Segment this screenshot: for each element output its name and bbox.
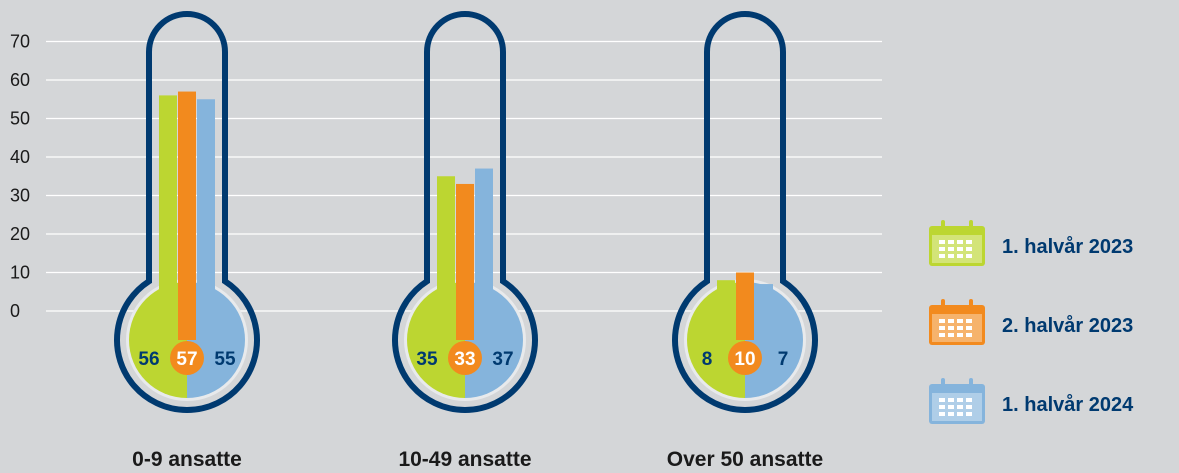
bar [159, 95, 177, 321]
y-tick-label: 30 [10, 186, 30, 206]
calendar-icon [929, 378, 985, 424]
category-label: Over 50 ansatte [667, 448, 823, 471]
calendar-icon [929, 220, 985, 266]
legend-label: 1. halvår 2024 [1002, 393, 1134, 416]
y-tick-label: 20 [10, 224, 30, 244]
y-tick-label: 60 [10, 70, 30, 90]
bar [437, 176, 455, 320]
value-circle [170, 341, 204, 375]
category-label: 0-9 ansatte [132, 448, 242, 471]
value-circle [448, 341, 482, 375]
bar [755, 284, 773, 320]
y-tick-label: 10 [10, 263, 30, 283]
bar [475, 168, 493, 320]
y-tick-label: 50 [10, 109, 30, 129]
data-label: 35 [416, 349, 438, 370]
thermometer-outline [672, 11, 818, 413]
data-label: 8 [702, 349, 713, 370]
bar [178, 91, 196, 340]
legend-item: 1. halvår 2023 [929, 220, 1133, 266]
thermometer-group: 56 57 55 0-9 ansatte [114, 11, 260, 471]
thermometer-outline [114, 11, 260, 413]
y-axis-ticks: 0 10 20 30 40 50 60 70 [10, 32, 30, 322]
data-label: 37 [492, 349, 513, 370]
thermometer-group: 8 10 7 Over 50 ansatte [667, 11, 823, 471]
thermometer-outline [392, 11, 538, 413]
y-tick-label: 70 [10, 32, 30, 52]
value-circle [728, 341, 762, 375]
bar [717, 280, 735, 320]
bar [197, 99, 215, 320]
data-label: 55 [214, 349, 236, 370]
thermometers: 56 57 55 0-9 ansatte 35 33 37 10-49 ansatte 8 10 7… [114, 11, 823, 471]
category-label: 10-49 ansatte [398, 448, 531, 471]
bar [456, 183, 474, 340]
legend-item: 2. halvår 2023 [929, 299, 1133, 345]
data-label: 7 [778, 349, 789, 370]
legend: 1. halvår 2023 2. halvår 2023 1. halvår 20… [929, 220, 1134, 424]
y-tick-label: 40 [10, 147, 30, 167]
thermometer-group: 35 33 37 10-49 ansatte [392, 11, 538, 471]
bar [736, 272, 754, 340]
legend-label: 2. halvår 2023 [1002, 314, 1133, 337]
y-tick-label: 0 [10, 301, 20, 321]
data-label: 10 [734, 349, 755, 370]
legend-item: 1. halvår 2024 [929, 378, 1134, 424]
data-label: 56 [138, 349, 159, 370]
legend-label: 1. halvår 2023 [1002, 235, 1133, 258]
data-label: 57 [176, 349, 197, 370]
calendar-icon [929, 299, 985, 345]
data-label: 33 [454, 349, 475, 370]
